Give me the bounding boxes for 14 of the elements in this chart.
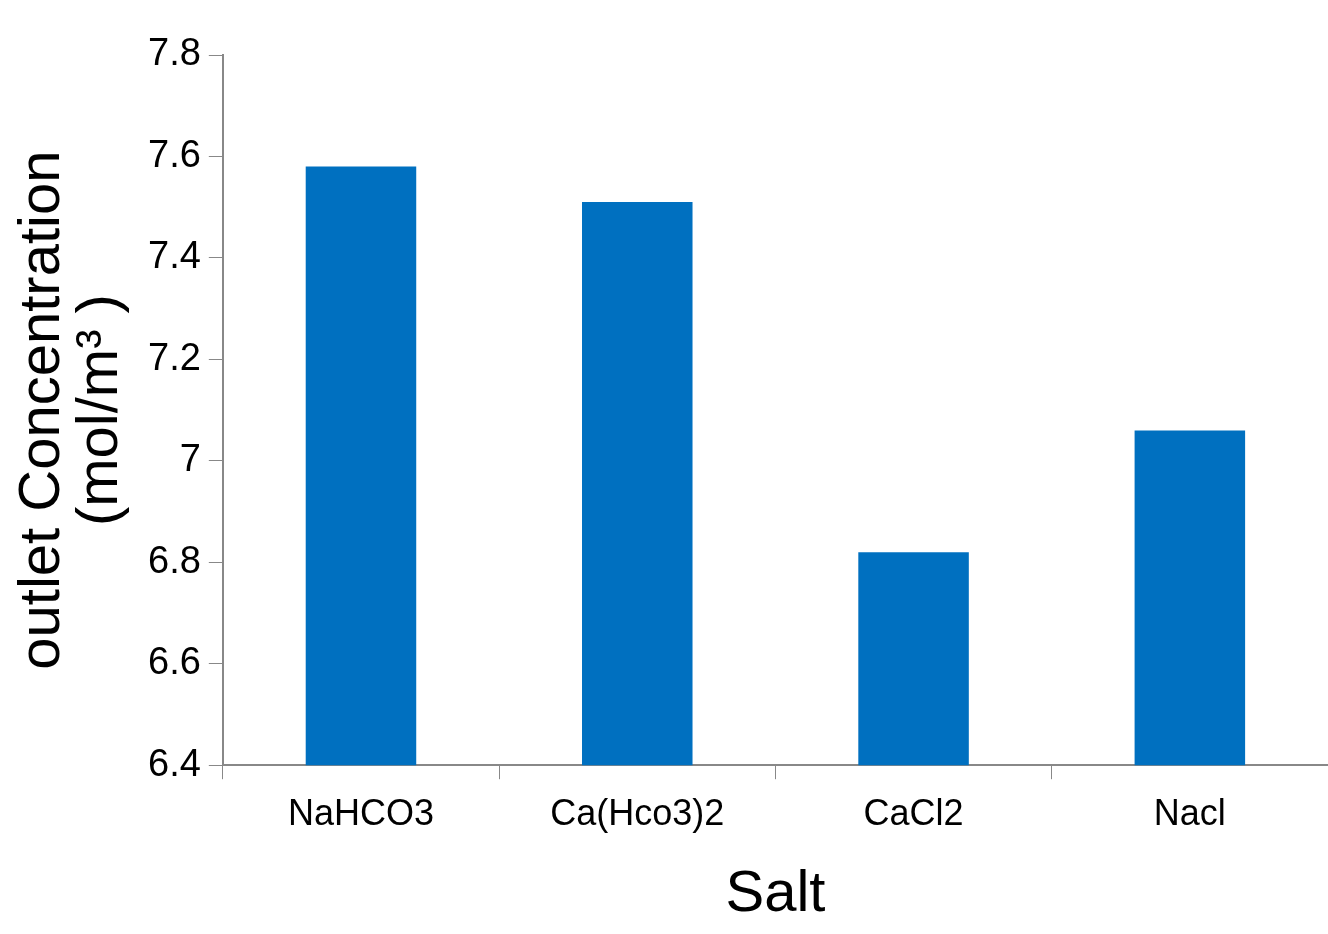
y-tick-label: 7.2 [148, 335, 201, 378]
y-tick-label: 7.6 [148, 132, 201, 175]
x-tick-label: NaHCO3 [287, 791, 434, 833]
x-tick-label: CaCl2 [863, 791, 964, 833]
x-tick-label: Nacl [1153, 791, 1226, 833]
y-tick-label: 7.8 [148, 31, 201, 74]
y-tick-label: 6.6 [148, 640, 201, 683]
y-tick-label: 6.8 [148, 538, 201, 581]
y-axis-title: outlet Concentration (mol/m³ ) [6, 150, 129, 670]
y-tick-label: 7 [179, 437, 201, 480]
x-axis-title: Salt [725, 858, 826, 924]
x-tick-label: Ca(Hco3)2 [550, 791, 725, 833]
y-tick-label: 6.4 [148, 741, 201, 784]
y-tick-label: 7.4 [148, 234, 201, 277]
